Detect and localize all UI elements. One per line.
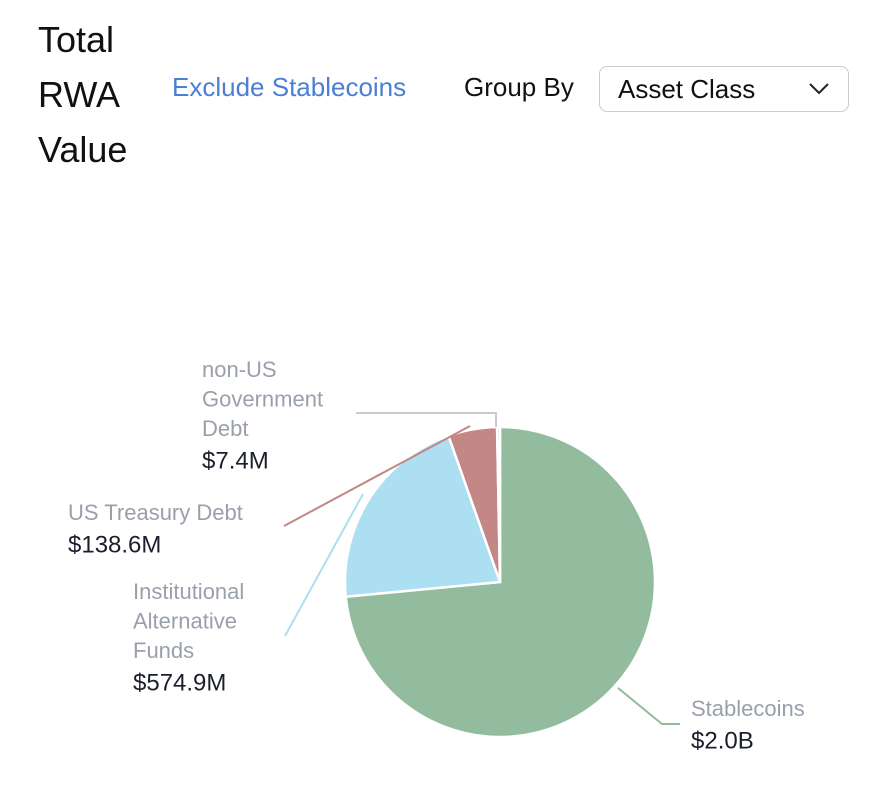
leader-line-non-us-government-debt (356, 412, 497, 427)
slice-value-stablecoins: $2.0B (691, 728, 754, 755)
title-line-3: Value (38, 129, 128, 170)
group-by-label: Group By (464, 72, 574, 102)
slice-label-institutional-alternative-funds: Funds (133, 638, 194, 663)
group-by-select[interactable]: Asset Class (599, 66, 849, 112)
pie-slice-institutional-alternative-funds[interactable] (343, 434, 502, 599)
slice-label-non-us-government-debt: Government (202, 387, 323, 412)
slice-label-us-treasury-debt: US Treasury Debt (68, 500, 243, 525)
title-line-2: RWA (38, 74, 121, 115)
slice-value-non-us-government-debt: $7.4M (202, 448, 269, 475)
slice-label-non-us-government-debt: Debt (202, 416, 248, 441)
chevron-down-icon (809, 83, 829, 95)
leader-line-stablecoins (617, 687, 680, 725)
pie-slice-non-us-government-debt[interactable] (495, 425, 502, 583)
slice-value-institutional-alternative-funds: $574.9M (133, 670, 226, 697)
slice-label-stablecoins: Stablecoins (691, 696, 805, 721)
slice-value-us-treasury-debt: $138.6M (68, 532, 161, 559)
exclude-stablecoins-link[interactable]: Exclude Stablecoins (172, 72, 407, 102)
slice-label-institutional-alternative-funds: Institutional (133, 579, 244, 604)
slice-label-non-us-government-debt: non-US (202, 357, 277, 382)
slice-label-institutional-alternative-funds: Alternative (133, 609, 237, 634)
group-by-selected-value: Asset Class (618, 73, 756, 104)
leader-line-us-treasury-debt (283, 425, 471, 527)
leader-line-institutional-alternative-funds (284, 493, 364, 637)
page-title: Total RWA Value (38, 12, 158, 177)
title-line-1: Total (38, 19, 115, 60)
